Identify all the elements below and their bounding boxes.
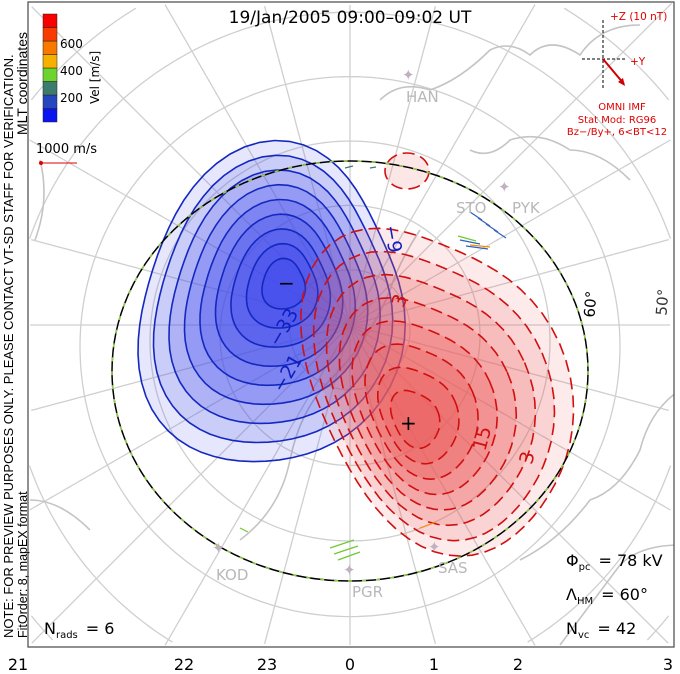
- colorbar-segment: [42, 27, 58, 42]
- station-marker-icon: ✦: [212, 539, 225, 557]
- station-label: STO: [456, 199, 487, 217]
- latitude-label: 60°: [580, 290, 600, 318]
- station-marker-icon: ✦: [343, 561, 356, 579]
- velocity-colorbar: [42, 13, 58, 123]
- mlt-label: 2: [513, 655, 523, 674]
- positive-contour: [389, 389, 441, 450]
- imf-z-label: +Z (10 nT): [610, 11, 667, 23]
- scale-vector-label: 1000 m/s: [36, 142, 97, 157]
- radar-count: Nrads = 6: [44, 619, 114, 641]
- positive-contour: [377, 366, 460, 465]
- colorbar-tick-200: 200: [60, 91, 83, 105]
- latitude-circle: [30, 7, 670, 641]
- mlt-label: 1: [429, 655, 439, 674]
- contour-label: 3: [515, 449, 539, 466]
- mlt-label: 22: [174, 655, 194, 674]
- mlt-axis-labels: 21 22 23 0 1 2 3: [8, 655, 673, 674]
- negative-contour: [199, 198, 357, 387]
- colorbar-segment: [42, 108, 58, 123]
- positive-contour: [351, 320, 499, 496]
- positive-contour: [300, 227, 575, 557]
- station-marker-icon: ✦: [428, 538, 441, 556]
- station-marker-icon: ✦: [402, 66, 415, 84]
- hm-boundary-latitude: ΛHM = 60°: [566, 585, 648, 607]
- meridian-line: [31, 238, 669, 412]
- lat-lon-grid: [28, 2, 673, 646]
- mlt-label: 23: [257, 655, 277, 674]
- colorbar-segment: [42, 67, 58, 82]
- station-label: HAN: [406, 88, 439, 106]
- positive-contour: [325, 273, 537, 527]
- imf-source: OMNI IMF: [598, 102, 646, 113]
- positive-contour: [312, 250, 556, 542]
- cross-polar-potential: Φpc = 78 kV: [566, 551, 663, 573]
- colorbar-segment: [42, 40, 58, 55]
- mlt-label: 21: [8, 655, 28, 674]
- colorbar-segment: [42, 81, 58, 96]
- station-label: PYK: [512, 199, 541, 217]
- negative-contour: [245, 242, 319, 329]
- colorbar-tick-400: 400: [60, 64, 83, 78]
- colorbar-segment: [42, 94, 58, 109]
- plot-frame: [27, 1, 675, 648]
- positive-contour: [338, 296, 518, 511]
- mlt-label: 0: [345, 655, 355, 674]
- latitude-circle: [149, 140, 551, 542]
- station-label: PGR: [352, 583, 383, 601]
- positive-contour: [384, 152, 430, 190]
- potential-minimum-marker: −: [278, 271, 295, 295]
- contour-label: −9: [379, 223, 406, 254]
- stat-model: Stat Mod: RG96: [578, 115, 657, 126]
- colorbar-label: Vel [m/s]: [88, 51, 102, 104]
- vector-count: Nvc = 42: [566, 619, 636, 641]
- station-label: KOD: [216, 566, 248, 584]
- radar-stations: ✦ HAN STO ✦ PYK ✦ KOD ✦ PGR ✦ SAS: [212, 66, 541, 601]
- coordinate-system-label: MLT coordinates: [14, 32, 30, 135]
- imf-y-label: +Y: [630, 56, 646, 68]
- preview-note: NOTE: FOR PREVIEW PURPOSES ONLY. PLEASE …: [1, 54, 16, 638]
- negative-contour: [137, 139, 407, 463]
- scale-vector-icon: [39, 161, 77, 165]
- negative-contour: [261, 257, 307, 310]
- colorbar-tick-600: 600: [60, 37, 83, 51]
- imf-condition: Bz−/By+, 6<BT<12: [567, 127, 667, 138]
- imf-clock-icon: [582, 20, 626, 90]
- station-marker-icon: ✦: [498, 178, 511, 196]
- mlt-label: 3: [663, 655, 673, 674]
- velocity-vectors: [239, 165, 507, 561]
- positive-contour: [364, 343, 479, 481]
- latitude-label: 50°: [652, 288, 672, 316]
- colorbar-segment: [42, 13, 58, 28]
- fit-order-note: FitOrder: 8, mapEX format: [16, 491, 30, 638]
- potential-maximum-marker: +: [400, 411, 417, 435]
- negative-contour: [152, 154, 394, 444]
- station-label: SAS: [438, 559, 468, 577]
- heppner-maynard-boundary-dash: [111, 160, 589, 582]
- map-title: 19/Jan/2005 09:00–09:02 UT: [229, 8, 472, 28]
- positive-potential-cell: [300, 152, 575, 557]
- colorbar-segment: [42, 54, 58, 69]
- latitude-circle: [79, 75, 621, 618]
